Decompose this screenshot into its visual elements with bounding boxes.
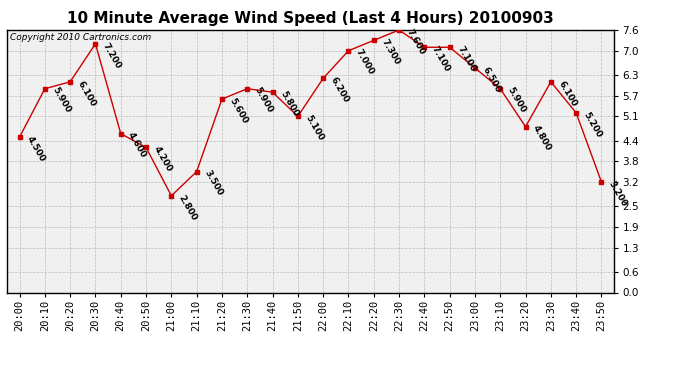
Text: 5.600: 5.600 xyxy=(228,96,249,125)
Text: 7.100: 7.100 xyxy=(455,45,477,74)
Text: 7.100: 7.100 xyxy=(430,45,452,74)
Text: 10 Minute Average Wind Speed (Last 4 Hours) 20100903: 10 Minute Average Wind Speed (Last 4 Hou… xyxy=(67,11,554,26)
Text: 2.800: 2.800 xyxy=(177,193,199,222)
Text: Copyright 2010 Cartronics.com: Copyright 2010 Cartronics.com xyxy=(10,33,151,42)
Text: 6.100: 6.100 xyxy=(556,79,578,108)
Text: 5.900: 5.900 xyxy=(506,86,528,115)
Text: 5.900: 5.900 xyxy=(50,86,72,115)
Text: 6.200: 6.200 xyxy=(328,76,351,104)
Text: 4.800: 4.800 xyxy=(531,124,553,153)
Text: 5.200: 5.200 xyxy=(582,110,604,139)
Text: 3.200: 3.200 xyxy=(607,179,629,208)
Text: 7.000: 7.000 xyxy=(354,48,376,77)
Text: 6.100: 6.100 xyxy=(76,79,97,108)
Text: 6.500: 6.500 xyxy=(480,65,502,94)
Text: 5.900: 5.900 xyxy=(253,86,275,115)
Text: 7.200: 7.200 xyxy=(101,41,123,70)
Text: 3.500: 3.500 xyxy=(202,169,224,198)
Text: 5.800: 5.800 xyxy=(278,89,300,118)
Text: 7.300: 7.300 xyxy=(380,38,401,66)
Text: 4.600: 4.600 xyxy=(126,131,148,160)
Text: 7.600: 7.600 xyxy=(404,27,426,56)
Text: 4.200: 4.200 xyxy=(152,145,173,174)
Text: 4.500: 4.500 xyxy=(25,134,47,163)
Text: 5.100: 5.100 xyxy=(304,114,325,142)
